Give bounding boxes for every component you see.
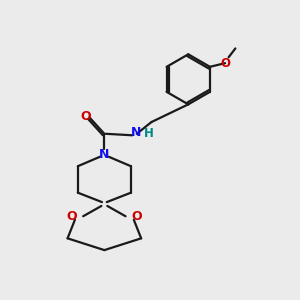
Text: N: N <box>99 148 110 161</box>
Text: O: O <box>67 210 77 223</box>
Text: H: H <box>144 127 154 140</box>
Text: O: O <box>220 57 230 70</box>
Text: O: O <box>81 110 92 123</box>
Text: O: O <box>131 210 142 223</box>
Text: N: N <box>131 126 141 139</box>
